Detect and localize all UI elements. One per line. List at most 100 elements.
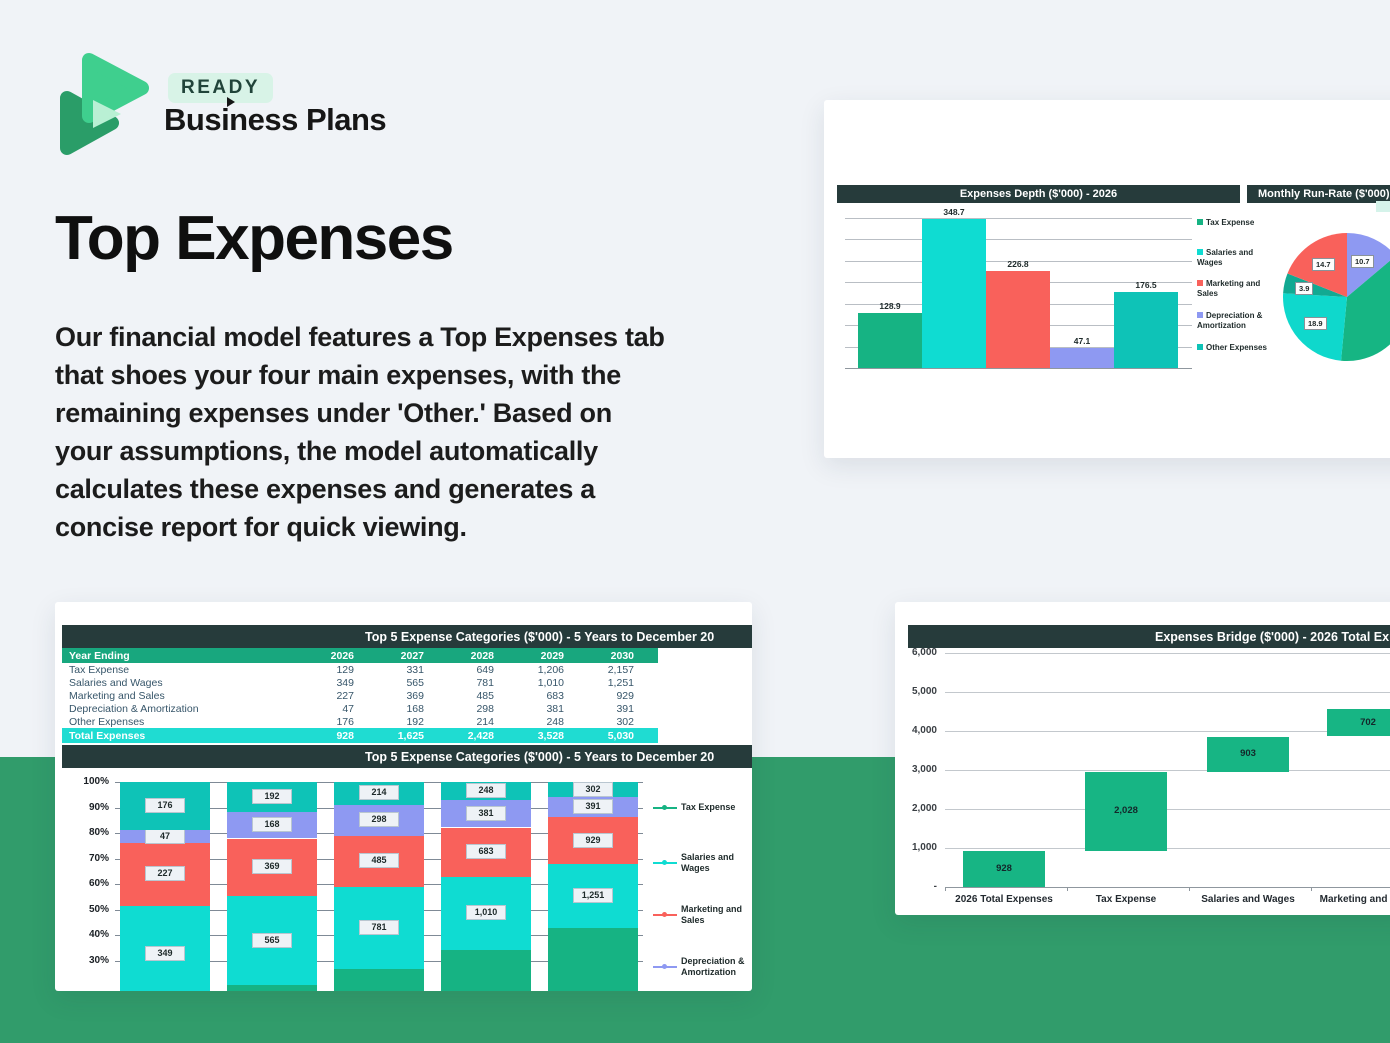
bar-value-label: 128.9 — [879, 300, 901, 311]
y-tick-label: - — [933, 881, 937, 892]
bar-Tax Expense — [858, 312, 922, 368]
table-row: Other Expenses 176 192 214 248 302 — [62, 715, 658, 728]
table-cell: Depreciation & Amortization — [69, 702, 199, 715]
table-row: Depreciation & Amortization 47 168 298 381 39… — [62, 702, 658, 715]
table-row: Tax Expense 129 331 649 1,206 2,157 — [62, 663, 658, 676]
card-top5-expense-categories: Top 5 Expense Categories ($'000) - 5 Yea… — [55, 602, 752, 991]
top5-table-title: Top 5 Expense Categories ($'000) - 5 Yea… — [62, 625, 752, 648]
legend-swatch-icon — [1197, 219, 1203, 225]
table-cell: 1,206 — [537, 663, 564, 676]
card-expenses-depth: Expenses Depth ($'000) - 2026 Monthly Ru… — [824, 100, 1390, 458]
bridge-chart-title: Expenses Bridge ($'000) - 2026 Total Exp… — [908, 625, 1390, 648]
pie-slice — [1341, 260, 1390, 361]
gridline — [845, 260, 1192, 262]
table-cell: 176 — [336, 715, 354, 728]
depth-chart-title: Expenses Depth ($'000) - 2026 — [837, 185, 1240, 203]
total-cell: 2,428 — [467, 729, 494, 742]
gridline — [945, 692, 1390, 693]
table-cell: 929 — [616, 689, 634, 702]
total-cell: 3,528 — [537, 729, 564, 742]
waterfall-bar-2026 Total Expenses — [963, 850, 1045, 887]
y-tick-label: 30% — [88, 954, 109, 966]
legend-label: Tax Expense — [681, 802, 736, 813]
x-category-label: Salaries and Wages — [1201, 894, 1295, 905]
bridge-waterfall-chart: 6,000 5,000 4,000 3,000 2,000 1,000 - 928 2026 T… — [895, 602, 1390, 915]
segment-value-label: 192 — [252, 789, 292, 804]
stacked-segment-Tax Expense — [548, 927, 638, 991]
legend-line-marker-icon — [653, 804, 677, 810]
table-cell: 485 — [476, 689, 494, 702]
waterfall-bar-Marketing and Sales — [1327, 709, 1390, 737]
total-cell: 928 — [336, 729, 354, 742]
segment-value-label: 227 — [145, 866, 185, 881]
legend-label: Depreciation & Amortization — [681, 956, 745, 977]
y-tick-label: 80% — [88, 827, 109, 838]
y-tick-label: 2,000 — [911, 803, 937, 814]
page-description: Our financial model features a Top Expen… — [55, 322, 665, 542]
gridline — [845, 239, 1192, 241]
table-cell: Tax Expense — [69, 663, 130, 676]
gridline — [945, 653, 1390, 654]
card-expenses-bridge: Expenses Bridge ($'000) - 2026 Total Exp… — [895, 602, 1390, 915]
segment-value-label: 929 — [573, 833, 613, 848]
segment-value-label: 47 — [145, 829, 185, 844]
gridline — [945, 848, 1390, 849]
waterfall-bar-Salaries and Wages — [1207, 736, 1289, 772]
table-cell: 391 — [616, 702, 634, 715]
bar-value-label: 47.1 — [1073, 335, 1091, 346]
runrate-chart-title: Monthly Run-Rate ($'000) - — [1247, 185, 1390, 203]
table-cell: 1,251 — [607, 676, 634, 689]
total-cell: 5,030 — [607, 729, 634, 742]
segment-value-label: 349 — [145, 946, 185, 961]
legend-line-marker-icon — [653, 860, 677, 865]
x-category-label: 2026 Total Expenses — [955, 894, 1053, 905]
header-cell: 2027 — [400, 649, 424, 662]
table-cell: 129 — [336, 663, 354, 676]
x-category-label: Marketing and Sales — [1319, 894, 1390, 905]
pie-value-label: 18.9 — [1304, 317, 1327, 330]
table-cell: 168 — [406, 702, 424, 715]
pie-value-label: 10.7 — [1351, 255, 1374, 268]
bar-value-label: 702 — [1360, 717, 1376, 728]
brand-name: Business Plans — [164, 97, 387, 138]
gridline — [845, 368, 1192, 369]
legend-label: Tax Expense — [1206, 218, 1255, 227]
legend-label: Other Expenses — [1206, 343, 1267, 352]
bar-Depreciation & Amortization — [1050, 347, 1114, 368]
gridline — [945, 809, 1390, 810]
y-tick-label: 40% — [88, 929, 109, 940]
legend-label: Salaries and Wages — [1197, 248, 1254, 267]
segment-value-label: 683 — [466, 844, 506, 859]
ready-badge: READY — [168, 73, 274, 103]
table-cell: 227 — [336, 689, 354, 702]
y-tick-label: 3,000 — [911, 764, 937, 775]
table-cell: Other Expenses — [69, 715, 145, 728]
segment-value-label: 391 — [573, 799, 613, 814]
brand-logo: READY Business Plans — [57, 48, 477, 168]
axis-tick — [1067, 887, 1068, 891]
page-title: Top Expenses — [55, 204, 454, 273]
bar-Salaries and Wages — [922, 218, 986, 368]
legend-swatch-icon — [1197, 344, 1203, 350]
segment-value-label: 248 — [466, 783, 506, 798]
bar-value-label: 903 — [1240, 748, 1256, 759]
table-cell: 349 — [336, 676, 354, 689]
legend-item-Tax Expense: Tax Expense — [1197, 218, 1277, 228]
brand-i-triangle-icon — [227, 97, 235, 107]
runrate-pie-chart: 10.7 18.9 3.9 14.7 — [1282, 232, 1390, 362]
top5-chart-title: Top 5 Expense Categories ($'000) - 5 Yea… — [62, 745, 752, 768]
bar-Marketing and Sales — [986, 270, 1050, 368]
legend-item-Salaries and Wages: Salaries and Wages — [1197, 248, 1277, 268]
table-row: Marketing and Sales 227 369 485 683 929 — [62, 689, 658, 702]
depth-bar-chart: 128.9 348.7 226.8 47.1 176.5 — [845, 207, 1192, 369]
table-cell: 369 — [406, 689, 424, 702]
segment-value-label: 485 — [359, 853, 399, 868]
table-row: Salaries and Wages 349 565 781 1,010 1,251 — [62, 676, 658, 689]
legend-label: Depreciation & Amortization — [1197, 311, 1263, 330]
bar-Other Expenses — [1114, 292, 1178, 368]
x-axis-line — [945, 887, 1390, 888]
segment-value-label: 176 — [145, 798, 185, 813]
header-cell: 2028 — [470, 649, 494, 662]
table-header-row: Year Ending 2026 2027 2028 2029 2030 — [62, 648, 658, 663]
